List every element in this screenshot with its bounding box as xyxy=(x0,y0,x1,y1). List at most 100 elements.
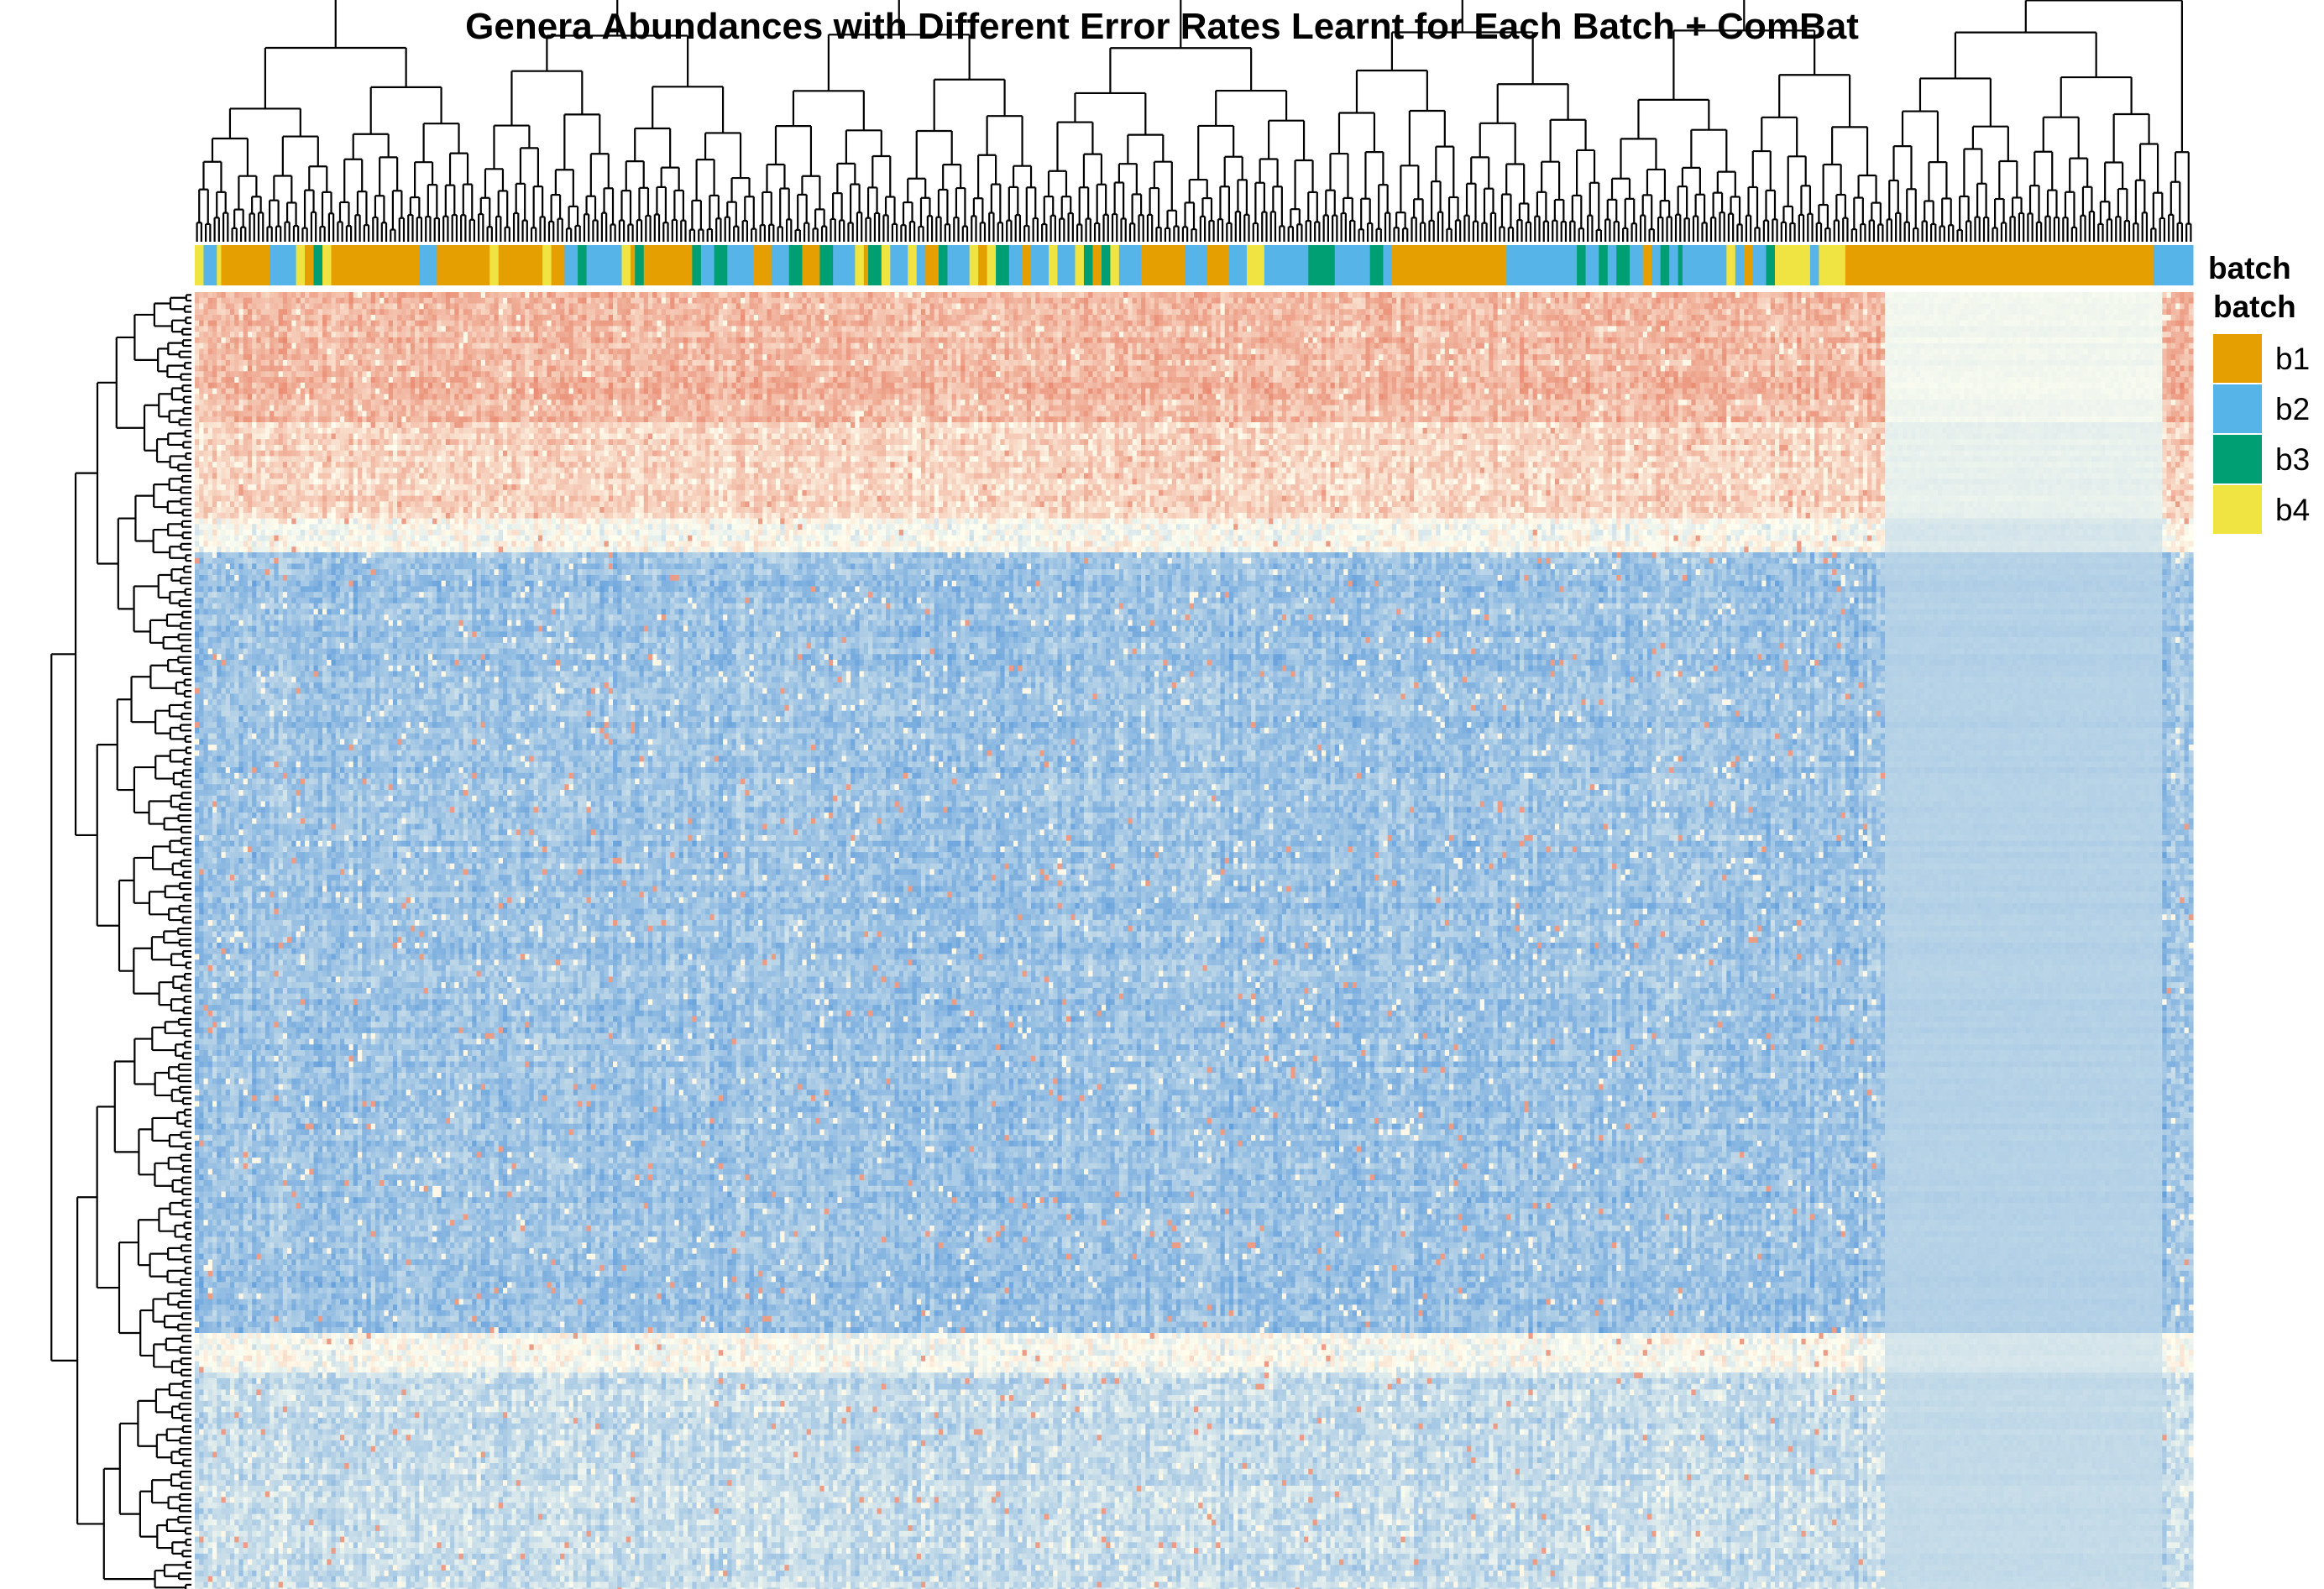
batch-annotation-bar xyxy=(195,245,2194,285)
annotation-cell-b2 xyxy=(1229,245,1247,285)
annotation-cell-b4 xyxy=(1247,245,1264,285)
annotation-cell-b3 xyxy=(819,245,833,285)
annotation-cell-b3 xyxy=(996,245,1009,285)
annotation-cell-b2 xyxy=(1630,245,1643,285)
annotation-cell-b1 xyxy=(1023,245,1032,285)
annotation-cell-b2 xyxy=(1608,245,1617,285)
annotation-cell-b2 xyxy=(1335,245,1370,285)
annotation-cell-b1 xyxy=(925,245,939,285)
annotation-cell-b4 xyxy=(1049,245,1058,285)
annotation-cell-b3 xyxy=(635,245,644,285)
annotation-cell-b4 xyxy=(195,245,204,285)
annotation-cell-b3 xyxy=(1616,245,1630,285)
annotation-cell-b4 xyxy=(970,245,979,285)
row-dendrogram xyxy=(51,295,191,1589)
annotation-cell-b4 xyxy=(217,245,222,285)
annotation-cell-b3 xyxy=(1599,245,1608,285)
legend-swatch-b4 xyxy=(2213,485,2262,534)
legend-label-b1: b1 xyxy=(2275,342,2310,376)
annotation-cell-b1 xyxy=(754,245,772,285)
annotation-cell-b2 xyxy=(587,245,622,285)
annotation-cell-b2 xyxy=(1031,245,1049,285)
annotation-cell-b3 xyxy=(1370,245,1384,285)
annotation-cell-b3 xyxy=(1102,245,1111,285)
annotation-cell-b3 xyxy=(1661,245,1670,285)
annotation-cell-b1 xyxy=(644,245,693,285)
annotation-cell-b2 xyxy=(1009,245,1023,285)
legend-title: batch xyxy=(2213,290,2296,324)
annotation-label: batch xyxy=(2208,251,2291,285)
legend-label-b3: b3 xyxy=(2275,442,2310,477)
annotation-cell-b1 xyxy=(1744,245,1753,285)
annotation-cell-b4 xyxy=(489,245,499,285)
annotation-cell-b2 xyxy=(270,245,296,285)
annotation-cell-b1 xyxy=(802,245,819,285)
annotation-cell-b2 xyxy=(1810,245,1819,285)
annotation-cell-b2 xyxy=(947,245,970,285)
legend-swatch-b1 xyxy=(2213,334,2262,383)
annotation-cell-b2 xyxy=(1119,245,1142,285)
annotation-cell-b1 xyxy=(305,245,314,285)
annotation-cell-b3 xyxy=(789,245,803,285)
annotation-cell-b4 xyxy=(322,245,332,285)
legend-label-b2: b2 xyxy=(2275,392,2310,426)
annotation-cell-b2 xyxy=(701,245,714,285)
annotation-cell-b3 xyxy=(692,245,701,285)
annotation-cell-b2 xyxy=(2154,245,2194,285)
annotation-cell-b3 xyxy=(1308,245,1335,285)
annotation-cell-b3 xyxy=(939,245,948,285)
annotation-cell-b2 xyxy=(203,245,217,285)
annotation-cell-b3 xyxy=(1766,245,1775,285)
annotation-cell-b2 xyxy=(1735,245,1745,285)
annotation-cell-b4 xyxy=(1726,245,1735,285)
annotation-cell-b1 xyxy=(221,245,270,285)
annotation-cell-b4 xyxy=(1075,245,1084,285)
heatmap-cells xyxy=(195,292,2194,1589)
annotation-cell-b1 xyxy=(1207,245,1230,285)
annotation-cell-b2 xyxy=(1506,245,1577,285)
annotation-cell-b1 xyxy=(978,245,987,285)
annotation-cell-b2 xyxy=(1383,245,1392,285)
annotation-cell-b2 xyxy=(917,245,926,285)
annotation-cell-b3 xyxy=(868,245,882,285)
legend-label-b4: b4 xyxy=(2275,493,2310,527)
annotation-cell-b1 xyxy=(1092,245,1102,285)
annotation-cell-b3 xyxy=(578,245,587,285)
annotation-cell-b2 xyxy=(419,245,437,285)
annotation-cell-b1 xyxy=(332,245,420,285)
annotation-cell-b1 xyxy=(1392,245,1507,285)
annotation-cell-b1 xyxy=(1141,245,1186,285)
chart-title: Genera Abundances with Different Error R… xyxy=(465,6,1859,47)
annotation-cell-b1 xyxy=(437,245,489,285)
annotation-cell-b4 xyxy=(622,245,631,285)
annotation-cell-b1 xyxy=(1845,245,2154,285)
annotation-cell-b4 xyxy=(1775,245,1810,285)
annotation-cell-b4 xyxy=(987,245,997,285)
annotation-cell-b3 xyxy=(1678,245,1683,285)
annotation-cell-b2 xyxy=(1057,245,1075,285)
annotation-cell-b4 xyxy=(296,245,306,285)
annotation-cell-b3 xyxy=(714,245,728,285)
annotation-cell-b2 xyxy=(1586,245,1599,285)
annotation-cell-b2 xyxy=(833,245,856,285)
annotation-cell-b4 xyxy=(882,245,891,285)
annotation-cell-b2 xyxy=(1264,245,1309,285)
annotation-cell-b2 xyxy=(1753,245,1767,285)
annotation-cell-b2 xyxy=(1683,245,1727,285)
legend-swatch-b3 xyxy=(2213,435,2262,483)
annotation-cell-b2 xyxy=(727,245,754,285)
legend-swatch-b2 xyxy=(2213,384,2262,433)
annotation-cell-b4 xyxy=(542,245,552,285)
annotation-cell-b1 xyxy=(1643,245,1652,285)
annotation-cell-b3 xyxy=(1084,245,1093,285)
annotation-cell-b1 xyxy=(631,245,636,285)
annotation-cell-b1 xyxy=(864,245,869,285)
annotation-cell-b4 xyxy=(855,245,864,285)
annotation-cell-b3 xyxy=(314,245,323,285)
annotation-cell-b4 xyxy=(1110,245,1119,285)
annotation-cell-b2 xyxy=(1651,245,1661,285)
annotation-cell-b1 xyxy=(552,245,565,285)
annotation-cell-b2 xyxy=(890,245,908,285)
annotation-cell-b3 xyxy=(1577,245,1586,285)
